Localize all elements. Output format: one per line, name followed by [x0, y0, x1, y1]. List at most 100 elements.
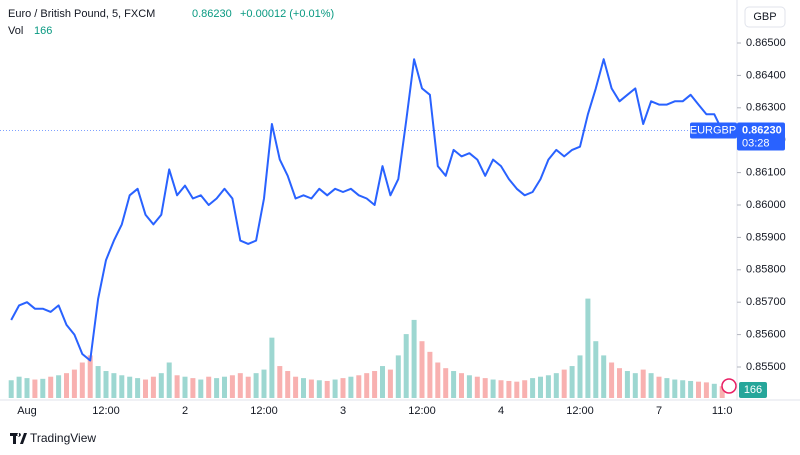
- volume-bar: [561, 369, 567, 398]
- volume-bar: [648, 373, 654, 398]
- price-line: [10, 58, 724, 362]
- x-tick-label: 3: [340, 405, 346, 417]
- volume-bar: [174, 375, 180, 398]
- volume-bar: [340, 378, 346, 398]
- volume-bar: [372, 371, 378, 398]
- volume-bar: [182, 376, 188, 398]
- volume-bar: [24, 378, 30, 398]
- volume-bar: [111, 373, 117, 398]
- volume-bar: [103, 371, 109, 398]
- volume-bar: [569, 366, 575, 398]
- volume-bar: [411, 319, 417, 398]
- y-tick-label: 0.86100: [746, 167, 786, 179]
- volume-bar: [451, 371, 457, 398]
- volume-bar: [16, 376, 22, 398]
- volume-bar: [609, 362, 615, 398]
- volume-bar: [656, 376, 662, 398]
- volume-bar: [356, 375, 362, 398]
- y-tick-label: 0.85500: [746, 361, 786, 373]
- volume-bar: [696, 381, 701, 398]
- volume-bar: [32, 379, 38, 398]
- volume-bar: [206, 376, 212, 398]
- volume-bar: [8, 380, 14, 398]
- volume-bar: [166, 362, 172, 398]
- volume-bar: [71, 369, 77, 398]
- brand-logo[interactable]: TradingView: [10, 431, 96, 445]
- alert-icon: [721, 378, 737, 394]
- volume-bar: [119, 375, 125, 398]
- volume-bar: [158, 373, 164, 398]
- volume-bar: [514, 381, 520, 398]
- y-tick-label: 0.86000: [746, 199, 786, 211]
- y-tick-label: 0.85900: [746, 231, 786, 243]
- volume-bar: [640, 369, 646, 398]
- volume-bar: [143, 379, 148, 398]
- volume-bar: [293, 376, 299, 398]
- symbol-label-bg: [690, 122, 737, 139]
- volume-bar: [214, 378, 220, 398]
- volume-bar: [538, 376, 543, 398]
- volume-bar: [435, 362, 441, 398]
- volume-bar: [229, 375, 235, 398]
- volume-bar: [261, 369, 267, 398]
- x-tick-label: 4: [498, 405, 504, 417]
- volume-bar: [245, 376, 251, 398]
- currency-button[interactable]: [744, 6, 786, 28]
- volume-bar: [285, 371, 291, 398]
- volume-bar: [277, 366, 283, 398]
- x-tick-label: 12:00: [408, 405, 436, 417]
- countdown: 03:28: [742, 137, 770, 149]
- volume-bar: [395, 355, 401, 398]
- last-price: 0.86230: [192, 8, 232, 20]
- x-tick-label: 12:00: [566, 405, 594, 417]
- volume-bar: [403, 334, 409, 398]
- x-tick-label: Aug: [17, 405, 37, 417]
- volume-bar: [364, 373, 370, 398]
- volume-value: 166: [34, 25, 52, 37]
- y-tick-label: 0.85700: [746, 296, 786, 308]
- volume-bar: [269, 337, 275, 398]
- volume-bar: [530, 378, 536, 398]
- logo-mark: [10, 433, 27, 444]
- x-tick-label: 7: [656, 405, 662, 417]
- volume-bar: [672, 379, 678, 398]
- volume-label: Vol: [8, 25, 23, 37]
- price-change: +0.00012 (+0.01%): [240, 8, 334, 20]
- currency[interactable]: GBP: [753, 11, 776, 23]
- volume-bar: [498, 380, 504, 398]
- x-tick-label: 2: [182, 405, 188, 417]
- volume-bar: [482, 378, 488, 398]
- volume-bar: [324, 380, 330, 398]
- volume-bar: [506, 380, 512, 398]
- volume-bar: [617, 368, 622, 398]
- volume-bar: [64, 373, 69, 398]
- x-tick-label: 11:0: [712, 405, 733, 417]
- volume-bar: [680, 380, 686, 398]
- volume-bar: [253, 373, 259, 398]
- y-tick-label: 0.85600: [746, 329, 786, 341]
- volume-bar: [703, 382, 709, 398]
- volume-bar: [711, 383, 717, 398]
- volume-bar: [577, 355, 583, 398]
- volume-bar: [222, 376, 227, 398]
- volume-bar: [127, 376, 133, 398]
- x-tick-label: 12:00: [250, 405, 278, 417]
- volume-bar: [56, 375, 62, 398]
- volume-bar: [95, 366, 101, 398]
- price-label-bg: [737, 122, 785, 151]
- brand: TradingView: [30, 431, 96, 445]
- volume-bar: [545, 375, 551, 398]
- volume-bar: [459, 373, 464, 398]
- y-tick-label: 0.86400: [746, 69, 786, 81]
- volume-bar: [380, 366, 385, 398]
- volume-badge-bg: [739, 382, 767, 398]
- volume-bar: [150, 376, 156, 398]
- volume-bar: [198, 379, 204, 398]
- volume-bar: [664, 378, 670, 398]
- volume-bar: [87, 355, 93, 398]
- x-tick-label: 12:00: [92, 405, 120, 417]
- volume-bar: [237, 373, 243, 398]
- volume-bar: [348, 376, 354, 398]
- volume-bar: [553, 373, 559, 398]
